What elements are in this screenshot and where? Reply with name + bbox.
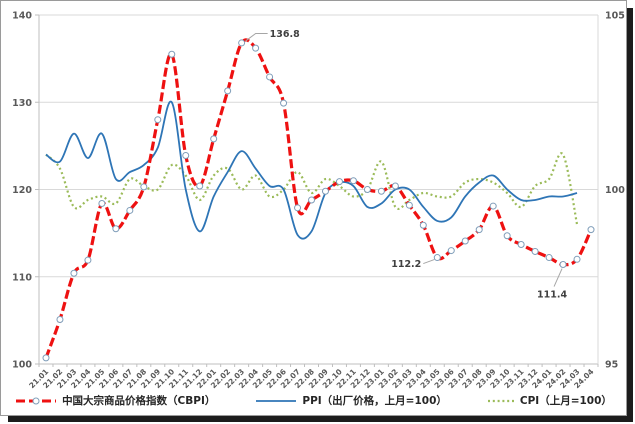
ppi-line-sample-icon <box>256 399 297 402</box>
legend-item-cpi: CPI（上月=100） <box>487 393 612 408</box>
cbpi-marker <box>84 256 92 264</box>
cbpi-marker <box>238 39 246 47</box>
annotation-trough-value: 112.2 <box>391 259 421 270</box>
cbpi-marker <box>433 254 441 262</box>
cbpi-marker <box>42 354 50 362</box>
left-axis-label: 140 <box>12 11 32 22</box>
cbpi-marker <box>266 73 274 81</box>
left-axis-label: 100 <box>12 360 32 371</box>
cbpi-marker <box>126 206 134 214</box>
cbpi-line-sample-icon <box>16 397 57 404</box>
right-axis-label: 105 <box>605 11 625 22</box>
legend-item-cbpi: 中国大宗商品价格指数（CBPI） <box>15 393 215 408</box>
cbpi-marker <box>405 201 413 209</box>
cbpi-marker <box>252 44 260 52</box>
cbpi-line <box>44 38 593 359</box>
left-axis-label: 120 <box>12 185 32 196</box>
cbpi-marker <box>545 254 553 262</box>
annotation-leader <box>245 33 268 42</box>
left-axis-label: 110 <box>12 272 32 283</box>
cbpi-marker <box>573 255 581 263</box>
cbpi-marker <box>112 225 120 233</box>
ppi-line <box>45 100 578 240</box>
cbpi-marker <box>335 178 343 186</box>
cbpi-marker <box>461 237 469 245</box>
cbpi-marker <box>377 187 385 195</box>
cbpi-marker <box>475 226 483 234</box>
cbpi-marker <box>280 99 288 107</box>
cbpi-marker <box>321 187 329 195</box>
cbpi-marker <box>559 261 567 269</box>
cbpi-marker <box>419 221 427 229</box>
cbpi-marker <box>196 182 204 190</box>
cbpi-marker <box>531 247 539 255</box>
cbpi-marker <box>224 87 232 95</box>
left-axis-label: 130 <box>12 98 32 109</box>
legend-label-cbpi: 中国大宗商品价格指数（CBPI） <box>62 395 216 407</box>
cbpi-marker <box>308 196 316 204</box>
right-axis-label: 95 <box>605 360 618 371</box>
cbpi-marker <box>154 116 162 124</box>
legend-label-cpi: CPI（上月=100） <box>519 395 612 407</box>
right-axis-label: 100 <box>605 185 625 196</box>
cbpi-marker <box>210 135 218 143</box>
chart-frame: 100 110 120 130 140 95 100 105 21.01 21.02 21.03 21… <box>0 0 627 416</box>
cbpi-marker <box>294 204 302 212</box>
cbpi-marker <box>98 199 106 207</box>
cbpi-marker <box>349 177 357 185</box>
annotation-min-value: 111.4 <box>537 290 567 301</box>
legend-item-ppi: PPI（出厂价格，上月=100） <box>255 393 447 408</box>
cbpi-marker <box>587 226 595 234</box>
cbpi-marker <box>391 182 399 190</box>
cbpi-marker <box>182 151 190 159</box>
cbpi-marker <box>489 202 497 210</box>
legend-label-ppi: PPI（出厂价格，上月=100） <box>302 395 447 407</box>
annotation-max-value: 136.8 <box>270 29 300 40</box>
annotation-leader <box>423 259 435 265</box>
cbpi-marker <box>56 316 64 324</box>
annotation-leader <box>553 268 563 287</box>
cbpi-marker <box>168 50 176 58</box>
chart-legend: 中国大宗商品价格指数（CBPI） PPI（出厂价格，上月=100） CPI（上月… <box>1 393 626 408</box>
cbpi-marker <box>517 240 525 248</box>
cbpi-marker <box>140 183 148 191</box>
cbpi-marker <box>363 186 371 193</box>
commodity-price-index-chart: 1001101201301409510010521.0121.0221.0321… <box>12 11 625 391</box>
cpi-line-sample-icon <box>487 399 514 402</box>
cbpi-marker <box>447 247 455 255</box>
cbpi-marker <box>70 269 78 277</box>
cbpi-marker <box>503 232 511 240</box>
